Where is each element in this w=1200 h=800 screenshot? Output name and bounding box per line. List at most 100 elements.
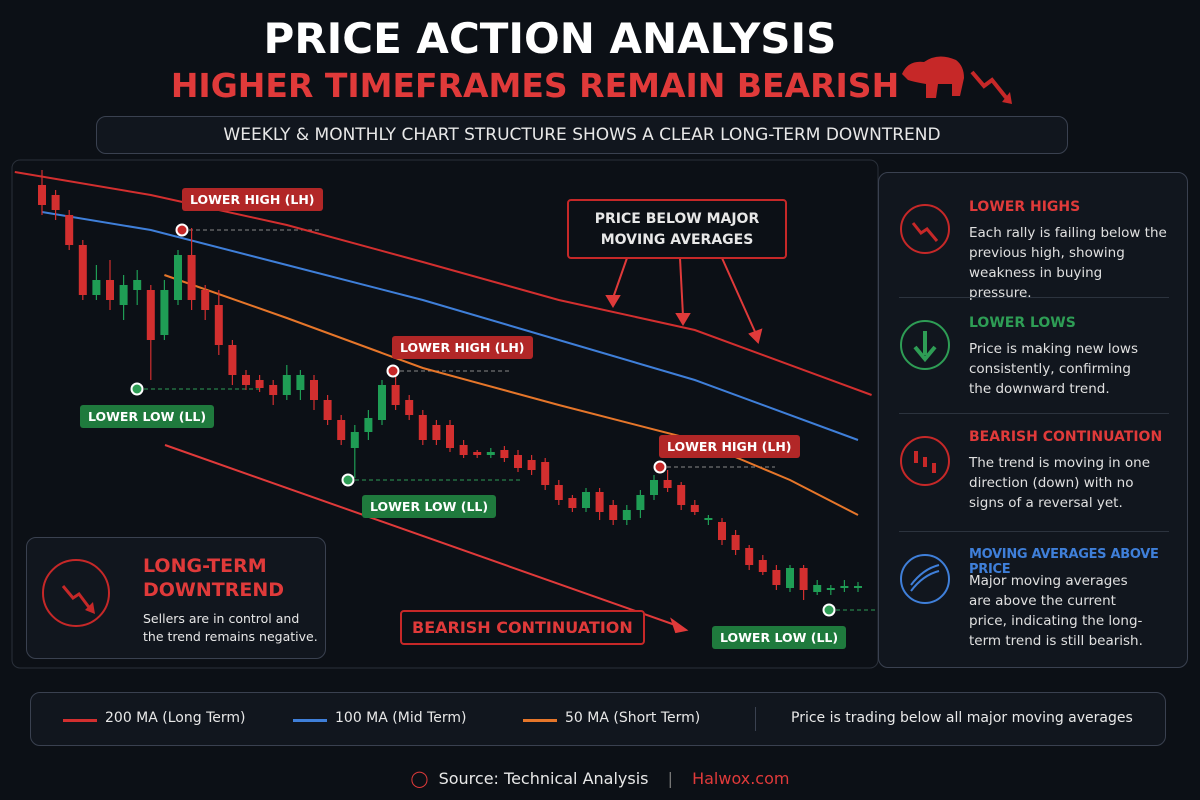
candle-body bbox=[378, 385, 386, 420]
candle-body bbox=[391, 385, 400, 405]
legend-swatch bbox=[63, 719, 97, 722]
legend-note: Price is trading below all major moving … bbox=[791, 710, 1133, 726]
candle-body bbox=[201, 290, 210, 310]
candle-body bbox=[242, 375, 250, 385]
annotation: LOWER LOW (LL) bbox=[362, 495, 497, 518]
candle-body bbox=[813, 585, 822, 592]
panel-text: Each rally is failing below the previous… bbox=[969, 225, 1167, 301]
ma-line bbox=[14, 171, 872, 396]
candle-body bbox=[772, 570, 781, 585]
candle-body bbox=[650, 480, 658, 495]
candle-body bbox=[337, 420, 346, 440]
legend-label: 50 MA (Short Term) bbox=[565, 710, 701, 726]
pivot-marker bbox=[822, 603, 836, 617]
pivot-marker bbox=[130, 382, 144, 396]
candle-body bbox=[718, 522, 726, 540]
bear-icon bbox=[902, 56, 1012, 104]
legend-swatch bbox=[293, 719, 327, 722]
candle-body bbox=[78, 245, 87, 295]
panel-title: MOVING AVERAGES ABOVE PRICE bbox=[969, 547, 1159, 577]
candle-body bbox=[65, 215, 74, 245]
divider bbox=[899, 297, 1169, 298]
candle-body bbox=[745, 548, 754, 565]
candle-body bbox=[432, 425, 441, 440]
candle-body bbox=[799, 568, 808, 590]
candle-body bbox=[146, 290, 155, 340]
candle-body bbox=[840, 586, 849, 588]
candle-body bbox=[119, 285, 128, 305]
candle-body bbox=[310, 380, 318, 400]
candle-body bbox=[187, 255, 196, 300]
source: Source: Technical Analysis bbox=[438, 769, 649, 788]
annotation: LOWER HIGH (LH) bbox=[392, 336, 533, 359]
candle-body bbox=[663, 480, 672, 488]
legend-label: 200 MA (Long Term) bbox=[105, 710, 246, 726]
candle-body bbox=[609, 505, 618, 520]
panel-title: LOWER HIGHS bbox=[969, 199, 1081, 215]
panel-text: The trend is moving in one direction (do… bbox=[969, 455, 1151, 511]
candle-body bbox=[160, 290, 169, 335]
candle-body bbox=[568, 498, 577, 508]
divider bbox=[899, 413, 1169, 414]
candle-body bbox=[255, 380, 264, 388]
legend: Price is trading below all major moving … bbox=[30, 692, 1166, 746]
panel-title: LOWER LOWS bbox=[969, 315, 1076, 331]
annotation: LOWER HIGH (LH) bbox=[659, 435, 800, 458]
candle-body bbox=[826, 588, 835, 590]
arrows bbox=[164, 257, 763, 634]
candle-body bbox=[228, 345, 237, 375]
candle-body bbox=[758, 560, 767, 572]
candle-body bbox=[296, 375, 305, 390]
pivot-marker bbox=[386, 364, 400, 378]
summary-text: Sellers are in control and the trend rem… bbox=[143, 611, 318, 644]
candle-body bbox=[786, 568, 794, 588]
summary-icon bbox=[42, 559, 110, 627]
candle-body bbox=[92, 280, 101, 295]
legend-swatch bbox=[523, 719, 557, 722]
candle-body bbox=[731, 535, 740, 550]
ma-line bbox=[41, 211, 859, 441]
annotation: LOWER LOW (LL) bbox=[80, 405, 215, 428]
panel: LOWER HIGHS Each rally is failing below … bbox=[878, 172, 1188, 668]
candle-body bbox=[677, 485, 686, 505]
candle-body bbox=[541, 462, 550, 485]
annotation: LOWER HIGH (LH) bbox=[182, 188, 323, 211]
candle-body bbox=[854, 586, 862, 588]
panel-icons bbox=[900, 204, 950, 604]
pivot-marker bbox=[341, 473, 355, 487]
candle-body bbox=[473, 452, 482, 455]
candle-body bbox=[459, 445, 468, 455]
site: Halwox.com bbox=[692, 769, 790, 788]
candle-body bbox=[690, 505, 699, 512]
candle-body bbox=[418, 415, 427, 440]
candle-body bbox=[622, 510, 631, 520]
annotation: LOWER LOW (LL) bbox=[712, 626, 847, 649]
title: PRICE ACTION ANALYSIS bbox=[263, 14, 837, 63]
divider bbox=[755, 707, 756, 731]
footer: ◯ Source: Technical Analysis | Halwox.co… bbox=[0, 766, 1200, 792]
summary-box: LONG-TERM DOWNTREND Sellers are in contr… bbox=[26, 537, 326, 659]
pivot-marker bbox=[653, 460, 667, 474]
candle-body bbox=[364, 418, 373, 432]
candle-body bbox=[282, 375, 291, 395]
candle-body bbox=[446, 425, 454, 448]
annotation: BEARISH CONTINUATION bbox=[400, 610, 645, 645]
candle-body bbox=[323, 400, 332, 420]
candle-body bbox=[554, 485, 563, 500]
panel-text: Price is making new lows consistently, c… bbox=[969, 341, 1138, 397]
panel-text: Major moving averages are above the curr… bbox=[969, 573, 1143, 649]
candle-body bbox=[38, 185, 46, 205]
panel-title: BEARISH CONTINUATION bbox=[969, 429, 1163, 445]
candle-body bbox=[214, 305, 223, 345]
candle-body bbox=[133, 280, 142, 290]
candle-body bbox=[636, 495, 645, 510]
candle-body bbox=[106, 280, 114, 300]
candle-body bbox=[486, 452, 495, 455]
candle-body bbox=[500, 450, 509, 458]
separator: | bbox=[667, 769, 673, 788]
banner: WEEKLY & MONTHLY CHART STRUCTURE SHOWS A… bbox=[96, 116, 1068, 154]
candle-body bbox=[704, 518, 713, 520]
candle-body bbox=[174, 255, 182, 300]
globe-icon: ◯ bbox=[410, 769, 429, 788]
candle-body bbox=[582, 492, 590, 508]
